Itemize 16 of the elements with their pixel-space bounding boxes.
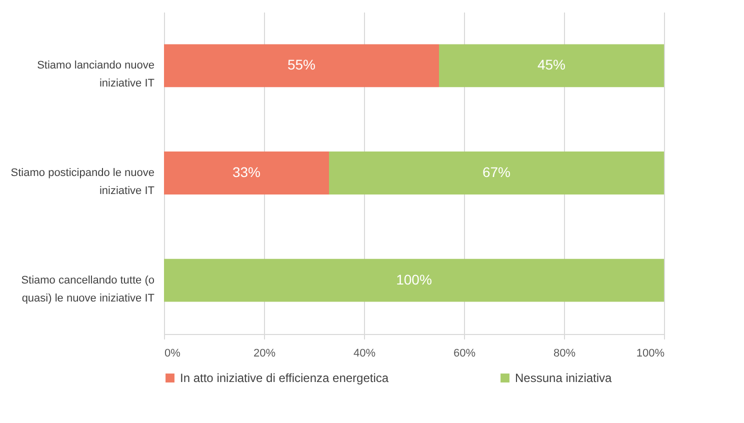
x-tick-label: 80%	[553, 348, 576, 360]
y-tick-label: Stiamo lanciando nuove iniziative IT	[37, 60, 155, 90]
data-label: 55%	[287, 56, 316, 73]
x-tick-label: 0%	[164, 348, 181, 360]
legend-label: Nessuna iniziativa	[515, 371, 612, 385]
data-label: 67%	[482, 164, 511, 180]
y-tick-label: Stiamo posticipando le nuove iniziative IT	[10, 167, 155, 197]
x-tick-label: 100%	[636, 348, 665, 360]
data-label: 45%	[537, 56, 566, 73]
x-tick-label: 40%	[353, 348, 376, 360]
legend-label: In atto iniziative di efficienza energetica	[180, 371, 389, 385]
data-label: 33%	[232, 164, 261, 180]
data-label: 100%	[396, 271, 432, 288]
x-tick-label: 20%	[253, 348, 276, 360]
y-tick-label: Stiamo cancellando tutte (o quasi) le nuove iniziative IT	[21, 274, 155, 304]
x-tick-label: 60%	[453, 348, 476, 360]
